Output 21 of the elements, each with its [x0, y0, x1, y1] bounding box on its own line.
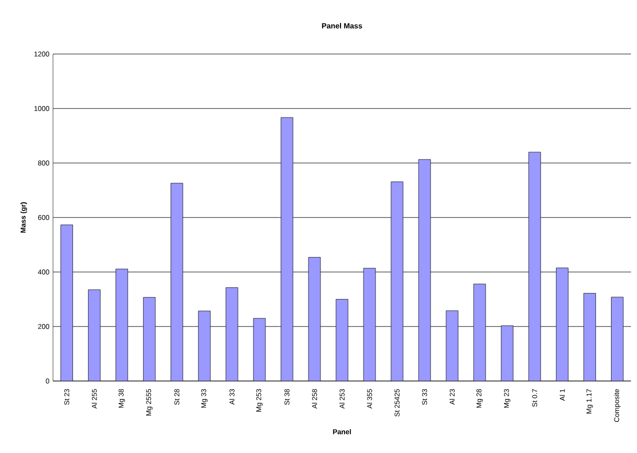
bar: [88, 290, 100, 381]
bar: [198, 310, 211, 381]
bar: [363, 268, 376, 381]
bar: [556, 268, 568, 381]
bar: [308, 257, 321, 381]
bar: [116, 268, 128, 381]
bar: [226, 287, 238, 381]
bar: [528, 152, 541, 381]
bar: [60, 224, 73, 381]
bar: [418, 159, 431, 381]
bar: [253, 318, 266, 381]
bar: [390, 182, 404, 381]
bar: [584, 293, 596, 381]
bar: [336, 299, 348, 381]
bar: [170, 182, 184, 381]
bar: [143, 297, 156, 381]
bar: [611, 296, 624, 381]
bar: [473, 284, 486, 381]
bar: [280, 117, 294, 381]
bar: [446, 310, 458, 381]
bar: [500, 325, 514, 381]
